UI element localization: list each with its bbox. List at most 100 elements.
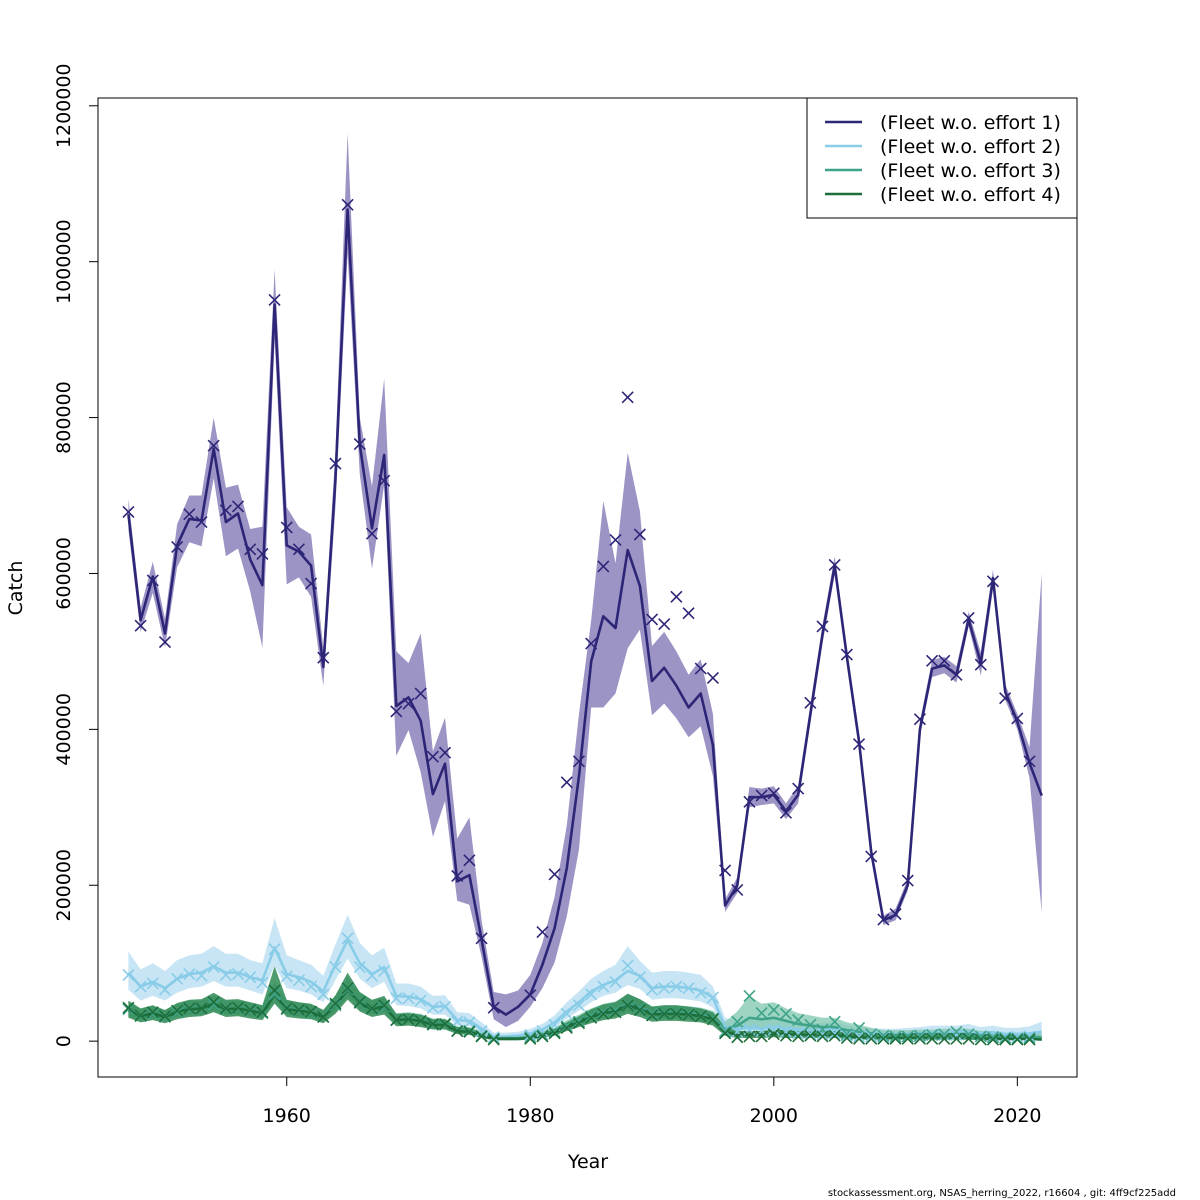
series-1-obs-point (974, 658, 987, 671)
series-4-obs-point (171, 1004, 184, 1017)
series-2-obs-point (645, 983, 659, 996)
series-4-obs-point (146, 1006, 159, 1019)
series-2-obs-point (219, 968, 232, 981)
series-2-obs-point (828, 1027, 841, 1040)
series-1-obs-point (840, 648, 853, 661)
series-4-obs-point (317, 1010, 330, 1024)
series-1-obs-point (597, 560, 610, 573)
series-4-obs-point (986, 1033, 1000, 1046)
series-1-obs-point (645, 613, 659, 626)
series-1-obs-point (962, 611, 975, 624)
series-3-obs-point (755, 1007, 768, 1020)
series-2-band (128, 914, 1042, 1039)
series-2-obs-point (840, 1029, 853, 1042)
series-1-obs-point (195, 515, 208, 529)
series-2-obs-point (950, 1028, 963, 1041)
x-tick-label: 2000 (750, 1105, 798, 1127)
series-1-obs-point (938, 654, 951, 667)
series-4-obs-point (475, 1030, 488, 1043)
y-tick-label: 1200000 (53, 63, 75, 148)
series-1-obs-point (390, 705, 403, 718)
series-2-obs-point (305, 980, 318, 993)
legend-box (806, 97, 1078, 219)
series-2-obs-point (633, 971, 646, 984)
series-2-obs-point (426, 1001, 439, 1014)
series-3-obs-point (926, 1028, 939, 1041)
y-tick-label: 1000000 (53, 219, 75, 304)
series-2-obs-point (134, 980, 147, 993)
series-3-obs-point (268, 988, 281, 1001)
series-3-obs-point (731, 1015, 744, 1028)
series-1-obs-point (280, 521, 293, 534)
series-1-obs-point (828, 558, 841, 571)
series-1-obs-point (852, 738, 866, 751)
series-1-obs-point (755, 789, 768, 802)
series-2-obs-point (877, 1031, 890, 1044)
series-1-obs-point (171, 540, 184, 554)
series-1-obs-point (548, 868, 561, 881)
series-1-line (127, 208, 1043, 1016)
series-1-obs-point (694, 662, 707, 675)
series-4-obs-point (1023, 1033, 1036, 1046)
series-1-obs-point (609, 533, 622, 547)
series-1-obs-point (305, 577, 318, 590)
series-2-obs-point (365, 969, 379, 982)
series-3-obs-point (767, 1003, 780, 1017)
series-1-obs-point (1023, 755, 1036, 768)
series-1-obs-point (560, 776, 573, 789)
series-3-obs-point (524, 1031, 537, 1044)
series-3-obs-point (207, 998, 220, 1011)
series-1-obs-point (682, 607, 695, 620)
series-1-obs-point (122, 505, 135, 518)
series-1-obs-point (999, 692, 1012, 705)
observation-markers (122, 198, 1036, 1046)
series-4-obs-point (792, 1030, 805, 1043)
series-1-obs-point (487, 1001, 500, 1014)
series-3-obs-point (171, 1006, 184, 1019)
series-4-obs-point (621, 999, 634, 1012)
series-1-obs-point (986, 575, 1000, 588)
series-1-band (128, 133, 1042, 1028)
series-3-obs-point (828, 1015, 841, 1028)
series-1-obs-point (719, 864, 732, 877)
series-3-obs-point (865, 1028, 878, 1041)
series-1-obs-point (804, 696, 817, 709)
series-4-obs-point (183, 1002, 196, 1015)
series-4-obs-point (548, 1027, 561, 1040)
y-tick-label: 600000 (53, 537, 75, 610)
series-1-obs-point (816, 620, 829, 633)
series-1-obs-point (414, 687, 427, 700)
series-2-obs-point (438, 1000, 452, 1013)
series-3-obs-point (804, 1018, 817, 1031)
series-4-obs-point (974, 1033, 987, 1046)
series-2-obs-point (317, 988, 330, 1001)
series-1-obs-point (341, 198, 354, 211)
series-4-obs-point (779, 1029, 793, 1042)
series-3-obs-point (122, 1003, 135, 1016)
series-4-obs-point (670, 1007, 683, 1020)
series-4-obs-point (682, 1008, 695, 1021)
series-4-obs-point (231, 1001, 245, 1014)
series-4-obs-point (414, 1014, 427, 1027)
series-4-obs-point (402, 1013, 415, 1026)
series-2-obs-point (658, 982, 671, 995)
series-4-obs-point (658, 1007, 671, 1020)
series-4-obs-point (938, 1032, 951, 1045)
series-2-obs-point (268, 943, 281, 956)
series-1-obs-point (572, 755, 586, 768)
series-3-obs-point (548, 1025, 561, 1038)
series-4-obs-point (597, 1007, 610, 1020)
series-1-obs-point (877, 913, 890, 926)
series-3-obs-point (633, 1002, 646, 1015)
series-2-obs-point (1011, 1031, 1024, 1044)
series-1-obs-point (536, 925, 549, 939)
series-4-obs-point (365, 1002, 379, 1015)
series-4-obs-point (1011, 1033, 1024, 1046)
y-tick-label: 400000 (53, 693, 75, 766)
series-2-obs-point (731, 1025, 744, 1038)
series-4-obs-point (524, 1032, 537, 1045)
series-2-obs-point (816, 1028, 829, 1041)
legend: (Fleet w.o. effort 1)(Fleet w.o. effort … (806, 97, 1078, 219)
series-4-obs-point (353, 996, 366, 1009)
